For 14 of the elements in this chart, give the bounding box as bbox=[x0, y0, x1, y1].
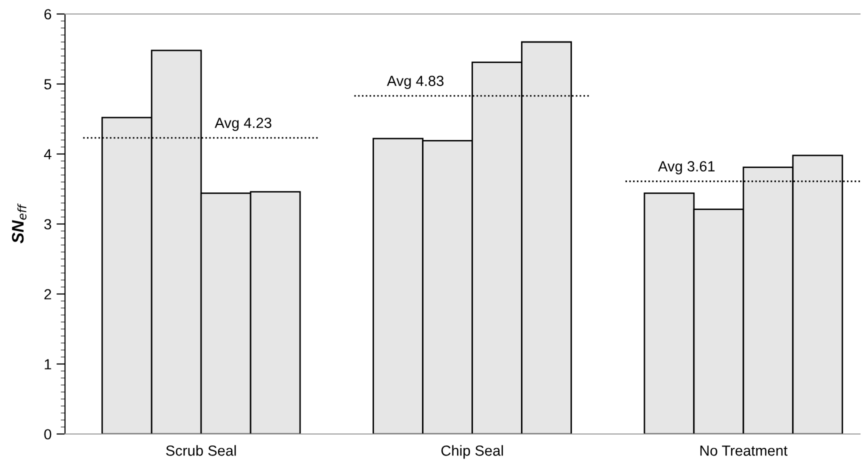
y-tick-label: 0 bbox=[44, 429, 52, 440]
ref-line-label: Avg 4.83 bbox=[386, 76, 444, 89]
x-tick-label: Chip Seal bbox=[441, 445, 503, 459]
y-tick-label: 4 bbox=[44, 149, 52, 160]
ref-line-label: Avg 3.61 bbox=[658, 161, 715, 174]
y-tick-label: 1 bbox=[44, 359, 52, 370]
y-tick-label: 3 bbox=[44, 219, 52, 230]
x-tick-label: No Treatment bbox=[700, 446, 788, 456]
y-tick-label: 5 bbox=[44, 79, 52, 90]
x-tick-label: Scrub Seal bbox=[166, 445, 236, 456]
y-tick-label: 6 bbox=[44, 9, 52, 20]
y-tick-label: 2 bbox=[44, 289, 52, 300]
y-axis-title: SN$_{eff}$ bbox=[12, 203, 26, 244]
ref-line-label: Avg 4.23 bbox=[214, 118, 272, 131]
